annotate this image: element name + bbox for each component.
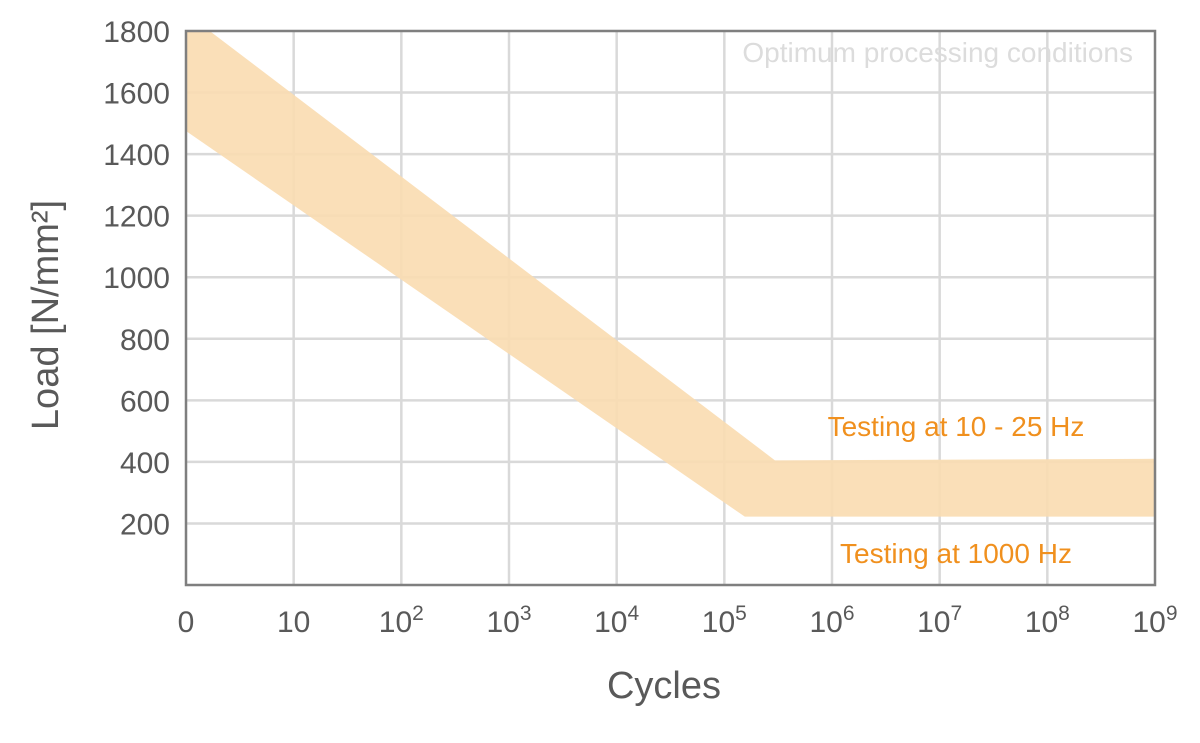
x-tick-label: 107: [917, 602, 962, 639]
plot-frame: [184, 29, 1157, 587]
upper-annotation: Testing at 10 - 25 Hz: [828, 411, 1085, 442]
x-tick-label: 105: [702, 602, 747, 639]
x-axis-label: Cycles: [607, 665, 721, 707]
x-tick-label: 106: [809, 602, 854, 639]
x-tick-label: 104: [594, 602, 639, 639]
x-tick-label: 109: [1132, 602, 1177, 639]
x-tick-label: 108: [1025, 602, 1070, 639]
y-tick-label: 1800: [103, 16, 170, 49]
x-tick-label: 10: [277, 606, 310, 639]
y-tick-label: 200: [120, 508, 170, 541]
y-tick-label: 1400: [103, 139, 170, 172]
y-tick-label: 400: [120, 447, 170, 480]
x-tick-label: 103: [486, 602, 531, 639]
y-tick-label: 1200: [103, 201, 170, 234]
y-tick-label: 800: [120, 324, 170, 357]
load-band: [186, 31, 1155, 517]
lower-annotation: Testing at 1000 Hz: [840, 538, 1072, 569]
y-tick-label: 1000: [103, 262, 170, 295]
x-tick-label: 0: [178, 606, 195, 639]
x-tick-label: 102: [379, 602, 424, 639]
y-axis-label: Load [N/mm²]: [25, 200, 67, 430]
y-tick-label: 1600: [103, 78, 170, 111]
y-tick-label: 600: [120, 385, 170, 418]
watermark-text: Optimum processing conditions: [742, 37, 1133, 68]
